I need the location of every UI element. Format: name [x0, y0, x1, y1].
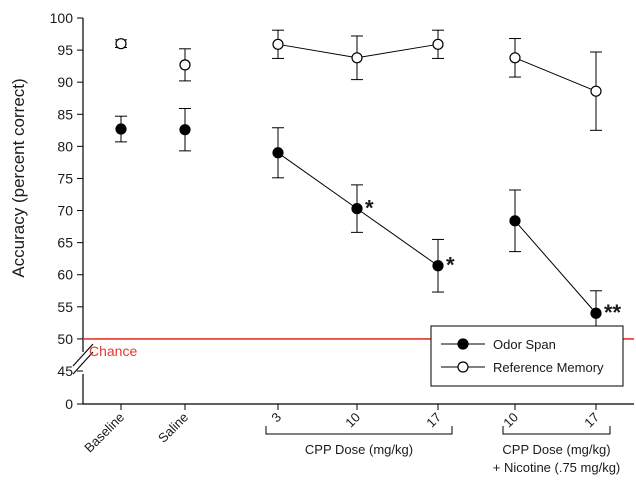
y-tick-label-75: 75 — [57, 170, 73, 186]
reference-memory-point-6 — [590, 85, 602, 97]
reference-memory-point-4 — [432, 38, 444, 50]
odor-span-point-6 — [590, 307, 602, 319]
odor-span-point-4 — [432, 260, 444, 272]
odor-span-line-1 — [514, 220, 597, 314]
legend-label-reference-memory: Reference Memory — [493, 360, 604, 375]
group-label-0-line1: CPP Dose (mg/kg) — [305, 442, 413, 457]
y-tick-label-65: 65 — [57, 235, 73, 251]
reference-memory-point-5 — [509, 52, 521, 64]
x-category-label-4: 17 — [423, 410, 444, 431]
legend-marker-reference-memory — [457, 361, 469, 373]
odor-span-point-0 — [115, 123, 127, 135]
y-tick-label-50: 50 — [57, 331, 73, 347]
odor-span-point-3 — [351, 203, 363, 215]
x-category-label-6: 17 — [581, 410, 602, 431]
y-tick-label-55: 55 — [57, 299, 73, 315]
legend-box — [430, 325, 624, 387]
y-tick-label-95: 95 — [57, 42, 73, 58]
significance-markers: **** — [365, 196, 622, 326]
y-tick-label-100: 100 — [50, 10, 74, 26]
legend-label-odor-span: Odor Span — [493, 337, 556, 352]
reference-memory-point-1 — [179, 59, 191, 71]
y-tick-label-90: 90 — [57, 74, 73, 90]
y-tick-label-45: 45 — [57, 363, 73, 379]
x-category-label-1: Saline — [155, 410, 191, 446]
y-tick-label-60: 60 — [57, 267, 73, 283]
group-bracket-1 — [502, 426, 611, 435]
y-ticks: 0 45 50 55 60 65 70 75 80 85 90 95 100 — [50, 10, 83, 412]
significance-marker-2: ** — [604, 300, 622, 325]
group-label-1-line1: CPP Dose (mg/kg) — [502, 442, 610, 457]
y-tick-label-70: 70 — [57, 203, 73, 219]
significance-marker-1: * — [446, 253, 455, 278]
chance-label: Chance — [89, 343, 137, 359]
odor-span-point-2 — [272, 147, 284, 159]
legend: Odor Span Reference Memory — [430, 325, 624, 387]
y-axis-title: Accuracy (percent correct) — [9, 78, 28, 277]
odor-span-point-1 — [179, 124, 191, 136]
y-axis-break-mark-2 — [72, 351, 94, 375]
significance-marker-0: * — [365, 196, 374, 221]
x-category-label-3: 10 — [342, 410, 363, 431]
x-category-label-2: 3 — [268, 410, 284, 426]
odor-span-point-5 — [509, 215, 521, 227]
reference-memory-point-0 — [115, 38, 127, 50]
legend-marker-odor-span — [457, 338, 469, 350]
reference-memory-point-2 — [272, 38, 284, 50]
axes — [72, 18, 634, 410]
series-layer — [115, 29, 602, 337]
group-bracket-0 — [265, 426, 453, 435]
reference-memory-line-1 — [514, 57, 597, 92]
y-tick-label-0: 0 — [65, 396, 73, 412]
x-group-brackets: CPP Dose (mg/kg) CPP Dose (mg/kg) + Nicoti… — [265, 426, 621, 475]
reference-memory-point-3 — [351, 52, 363, 64]
group-label-1-line2: + Nicotine (.75 mg/kg) — [493, 460, 621, 475]
y-axis-break-mark-1 — [72, 343, 94, 367]
y-tick-label-80: 80 — [57, 138, 73, 154]
x-category-label-0: Baseline — [81, 410, 127, 456]
y-tick-label-85: 85 — [57, 106, 73, 122]
